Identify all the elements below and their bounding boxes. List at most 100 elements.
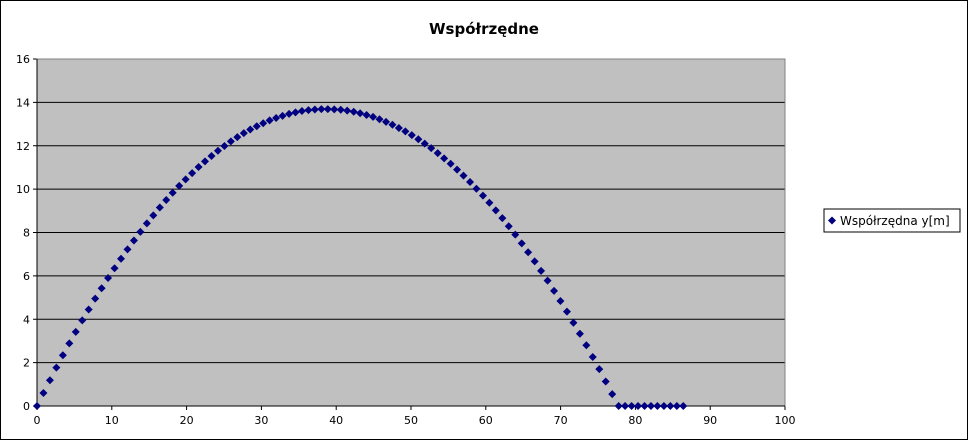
y-tick-label: 4 — [23, 313, 30, 326]
data-point — [123, 245, 132, 254]
data-point — [304, 106, 313, 115]
data-point — [478, 191, 487, 200]
legend-label: Współrzędna y[m] — [840, 214, 950, 228]
y-tick-label: 6 — [23, 270, 30, 283]
y-tick-label: 2 — [23, 357, 30, 370]
data-point — [466, 177, 475, 186]
data-point — [272, 113, 281, 122]
data-point — [634, 402, 643, 410]
data-point — [291, 108, 300, 117]
data-point — [84, 305, 93, 314]
data-point — [550, 286, 559, 295]
x-tick-label: 80 — [628, 414, 642, 427]
data-point — [58, 351, 67, 360]
data-point — [621, 402, 630, 410]
data-point — [297, 107, 306, 116]
data-point — [246, 125, 255, 134]
data-point — [162, 195, 171, 204]
data-point — [252, 122, 261, 131]
data-point — [672, 402, 681, 410]
x-tick-label: 40 — [329, 414, 343, 427]
data-point — [556, 297, 565, 306]
x-tick-label: 30 — [254, 414, 268, 427]
data-point — [194, 163, 203, 172]
data-point — [330, 105, 339, 114]
legend-marker-diamond — [828, 216, 836, 225]
data-point — [530, 257, 539, 266]
data-point — [588, 352, 597, 361]
data-point — [65, 339, 74, 348]
data-point — [97, 284, 106, 293]
data-point — [491, 206, 500, 215]
data-point — [394, 123, 403, 132]
data-points — [33, 105, 688, 410]
data-point — [382, 117, 391, 126]
data-point — [104, 274, 113, 283]
legend: Współrzędna y[m] — [823, 208, 961, 233]
data-point — [498, 214, 507, 223]
data-point — [601, 377, 610, 386]
data-point — [627, 402, 636, 410]
data-point — [110, 264, 119, 273]
data-point — [679, 402, 688, 410]
data-point — [659, 402, 668, 410]
data-point — [285, 109, 294, 118]
y-tick-label: 10 — [16, 183, 30, 196]
data-point — [310, 105, 319, 114]
data-point — [188, 169, 197, 178]
data-point — [142, 219, 151, 228]
x-tick-label: 90 — [703, 414, 717, 427]
data-point — [362, 110, 371, 119]
data-point — [427, 144, 436, 153]
data-point — [485, 198, 494, 207]
chart-title: Współrzędne — [429, 20, 539, 38]
data-point — [646, 402, 655, 410]
data-point — [265, 116, 274, 125]
data-point — [129, 236, 138, 245]
x-tick-label: 50 — [404, 414, 418, 427]
x-tick-label: 70 — [554, 414, 568, 427]
data-point — [375, 115, 384, 124]
data-point — [78, 316, 87, 325]
x-tick-label: 60 — [479, 414, 493, 427]
data-point — [45, 376, 54, 385]
data-point — [388, 120, 397, 129]
data-point — [39, 388, 48, 397]
data-point — [414, 135, 423, 144]
data-point — [575, 329, 584, 338]
x-tick-label: 100 — [775, 414, 796, 427]
data-point — [543, 276, 552, 285]
data-point — [175, 181, 184, 190]
data-point — [33, 402, 41, 410]
data-point — [226, 137, 235, 146]
data-point — [459, 171, 468, 180]
y-tick-label: 12 — [16, 140, 30, 153]
data-point — [420, 139, 429, 148]
data-point — [407, 131, 416, 140]
data-point — [562, 307, 571, 316]
x-tick-label: 20 — [180, 414, 194, 427]
data-point — [181, 175, 190, 184]
data-point — [52, 363, 61, 372]
data-point — [582, 341, 591, 350]
data-point — [349, 107, 358, 116]
data-point — [336, 105, 345, 114]
data-point — [71, 327, 80, 336]
y-tick-label: 16 — [16, 53, 30, 66]
data-point — [356, 109, 365, 118]
x-tick-label: 0 — [34, 414, 41, 427]
data-point — [278, 111, 287, 120]
y-tick-label: 0 — [23, 400, 30, 413]
data-point — [317, 105, 326, 114]
data-point — [504, 222, 513, 231]
data-point — [440, 154, 449, 163]
data-point — [207, 151, 216, 160]
data-point — [117, 254, 126, 263]
data-point — [220, 141, 229, 150]
data-point — [614, 402, 623, 410]
data-point — [323, 105, 332, 114]
data-point — [155, 203, 164, 212]
data-point — [517, 239, 526, 248]
